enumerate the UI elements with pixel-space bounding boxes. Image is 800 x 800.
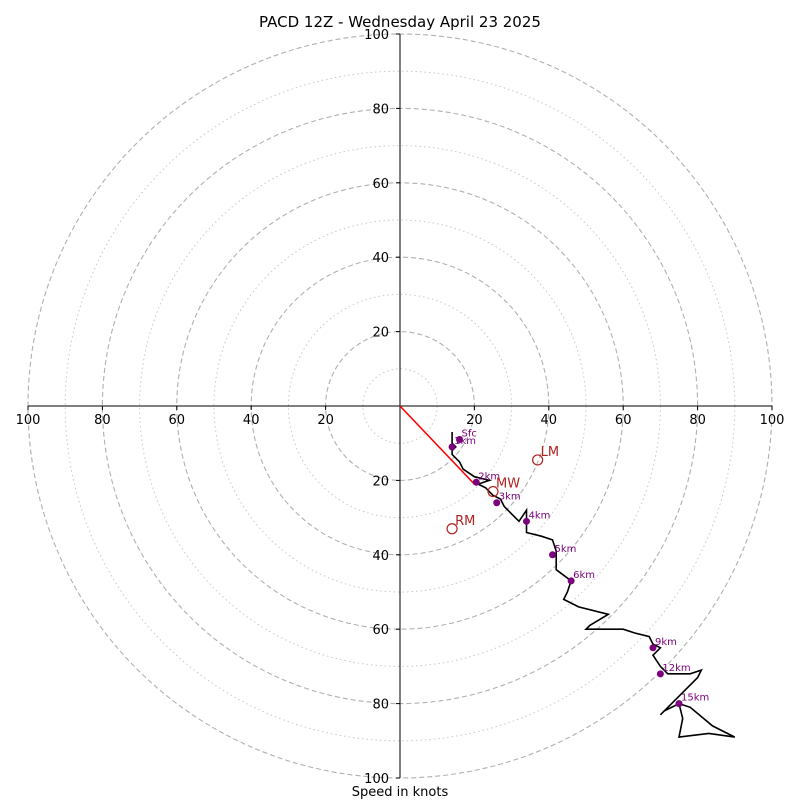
- x-tick-label: 100: [16, 413, 41, 428]
- y-tick-label: 20: [372, 326, 389, 341]
- height-label-15km: 15km: [681, 693, 709, 704]
- shear-vector-line: [399, 405, 475, 485]
- x-tick-label: 80: [94, 413, 111, 428]
- hodograph-trace: [451, 432, 736, 739]
- height-marker-6km: [567, 577, 575, 585]
- x-tick-label: 60: [169, 413, 186, 428]
- y-tick-label: 80: [372, 698, 389, 713]
- y-tick-label: 40: [372, 251, 389, 266]
- y-tick-label: 20: [372, 474, 389, 489]
- y-tick-label: 100: [364, 28, 389, 43]
- y-tick-label: 80: [372, 102, 389, 117]
- y-tick-label: 60: [372, 177, 389, 192]
- height-marker-Sfc: [456, 435, 464, 443]
- tick-labels: 20 20 20 20 40 40 40 40 60 60 60 60 80 80 80 80 100 100 10…: [16, 28, 785, 787]
- height-marker-5km: [549, 551, 557, 559]
- height-label-12km: 12km: [662, 663, 690, 674]
- height-marker-3km: [493, 499, 501, 507]
- height-label-6km: 6km: [573, 570, 595, 581]
- x-tick-label: 60: [615, 413, 632, 428]
- height-label-5km: 5km: [555, 544, 577, 555]
- height-marker-9km: [649, 644, 657, 652]
- height-marker-4km: [522, 517, 530, 525]
- height-marker-15km: [675, 700, 683, 708]
- height-label-3km: 3km: [499, 492, 521, 503]
- x-tick-label: 100: [760, 413, 785, 428]
- storm-motion-label-RM: RM: [455, 514, 475, 529]
- storm-motion-label-LM: LM: [541, 445, 559, 460]
- y-tick-label: 40: [372, 549, 389, 564]
- x-tick-label: 20: [317, 413, 334, 428]
- storm-motion-markers: LM MW RM: [446, 445, 559, 535]
- height-label-9km: 9km: [655, 637, 677, 648]
- x-tick-label: 20: [466, 413, 483, 428]
- x-axis-label: Speed in knots: [352, 785, 449, 800]
- storm-motion-RM: [446, 523, 458, 535]
- storm-motion-MW: [487, 485, 499, 498]
- height-label-2km: 2km: [478, 471, 500, 482]
- x-tick-label: 80: [689, 413, 706, 428]
- x-tick-label: 40: [541, 413, 558, 428]
- chart-title: PACD 12Z - Wednesday April 23 2025: [259, 13, 541, 31]
- shear-vector: [399, 405, 475, 485]
- height-marker-12km: [656, 670, 664, 678]
- height-label-1km: 1km: [454, 436, 476, 447]
- storm-motion-label-MW: MW: [496, 477, 520, 492]
- y-tick-label: 60: [372, 623, 389, 638]
- storm-motion-LM: [532, 454, 544, 466]
- height-label-4km: 4km: [528, 510, 550, 521]
- height-marker-2km: [472, 478, 480, 486]
- x-tick-label: 40: [243, 413, 260, 428]
- hodograph-line: [451, 432, 736, 739]
- height-label-Sfc: Sfc: [462, 428, 477, 439]
- height-marker-1km: [448, 443, 456, 451]
- y-tick-label: 100: [364, 772, 389, 787]
